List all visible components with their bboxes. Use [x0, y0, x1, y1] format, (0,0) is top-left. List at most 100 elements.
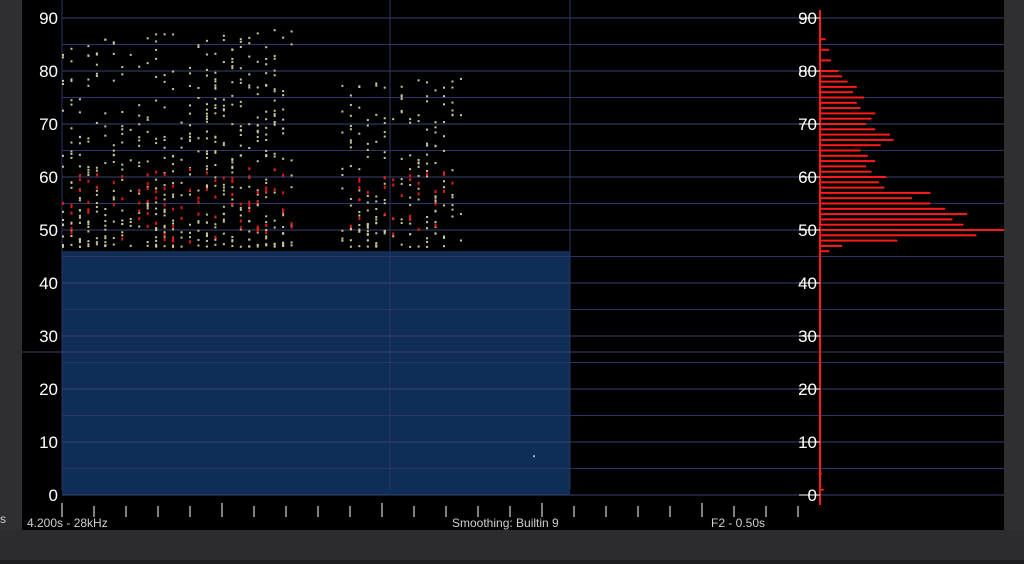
- y-tick-label-left: 80: [39, 62, 58, 81]
- scatter-point: [383, 202, 386, 205]
- scatter-point: [205, 53, 208, 56]
- scatter-point: [189, 124, 191, 127]
- scatter-point: [273, 88, 276, 91]
- scatter-point: [383, 122, 386, 125]
- scatter-point: [121, 231, 124, 234]
- scatter-point: [138, 225, 141, 228]
- time-range-label: 4.200s - 28kHz: [27, 516, 108, 530]
- scatter-point: [172, 245, 175, 248]
- scatter-point: [256, 60, 259, 63]
- scatter-point: [121, 66, 124, 69]
- scatter-point: [451, 208, 454, 211]
- selection-region[interactable]: [62, 251, 570, 495]
- scatter-point: [214, 112, 217, 115]
- histogram-bar: [820, 176, 887, 178]
- scatter-point: [434, 195, 437, 198]
- scatter-point: [417, 120, 420, 123]
- scatter-point-hot: [172, 184, 175, 188]
- scatter-point: [375, 200, 378, 203]
- scatter-point-hot: [205, 187, 208, 191]
- scatter-point-hot: [282, 208, 285, 212]
- scatter-point: [197, 96, 200, 99]
- scatter-point: [256, 135, 259, 138]
- scatter-point: [426, 128, 429, 131]
- scatter-point: [70, 99, 73, 102]
- scatter-point: [222, 220, 225, 223]
- scatter-point: [383, 86, 386, 89]
- scatter-point: [341, 174, 344, 177]
- scatter-point: [112, 42, 115, 45]
- selection-layer[interactable]: [62, 251, 570, 495]
- scatter-point: [256, 129, 259, 132]
- scatter-point: [349, 239, 352, 242]
- scatter-point-hot: [214, 215, 217, 219]
- scatter-point: [121, 125, 124, 128]
- scatter-point: [104, 134, 107, 137]
- scatter-point: [205, 115, 208, 118]
- scatter-point: [163, 80, 166, 83]
- scatter-point: [70, 222, 73, 225]
- scatter-point: [400, 157, 403, 160]
- bottom-toolbar: [0, 530, 1024, 564]
- scatter-point: [214, 184, 217, 187]
- scatter-point: [78, 221, 81, 224]
- scatter-point: [392, 118, 395, 121]
- scatter-point-hot: [172, 224, 175, 228]
- scatter-point-hot: [163, 173, 166, 177]
- scatter-point: [434, 210, 437, 213]
- histogram-bar: [820, 234, 977, 237]
- scatter-point: [282, 226, 285, 229]
- scatter-point: [163, 210, 166, 213]
- scatter-point: [222, 193, 225, 196]
- scatter-point: [282, 242, 285, 245]
- scatter-point: [205, 68, 208, 71]
- histogram-bar: [820, 472, 822, 475]
- scatter-point: [95, 205, 98, 208]
- histogram-bar: [820, 138, 894, 141]
- scatter-point: [146, 116, 149, 119]
- scatter-point: [248, 73, 251, 76]
- scatter-point: [155, 75, 158, 78]
- scatter-point: [189, 84, 191, 87]
- scatter-point: [409, 245, 412, 248]
- scatter-point: [256, 124, 259, 127]
- scatter-point: [205, 165, 208, 168]
- scatter-point: [70, 186, 73, 189]
- scatter-point: [214, 84, 217, 87]
- scatter-point: [146, 205, 149, 208]
- histogram-bar: [820, 75, 843, 78]
- scatter-point: [222, 213, 225, 216]
- scatter-point: [239, 144, 242, 147]
- scatter-point: [205, 168, 208, 171]
- histogram-bar: [820, 144, 881, 147]
- scatter-point: [282, 132, 285, 135]
- scatter-point: [451, 169, 454, 172]
- spectrogram-canvas[interactable]: 0 10 20 30 40 50 60 70 80 90 0 10 20 30 40 50 60 70 80 90 4…: [22, 0, 1004, 530]
- scatter-point: [87, 226, 90, 229]
- scatter-point: [155, 239, 158, 242]
- scatter-point: [273, 99, 276, 102]
- scatter-point: [197, 229, 200, 232]
- scatter-point: [104, 38, 107, 41]
- histogram-bar: [820, 160, 876, 163]
- scatter-point: [265, 181, 268, 184]
- scatter-point-hot: [434, 223, 437, 227]
- scatter-point: [366, 201, 369, 204]
- histogram-bar: [820, 101, 857, 104]
- scatter-point: [155, 236, 158, 239]
- scatter-point: [95, 63, 98, 66]
- scatter-point: [197, 221, 200, 224]
- scatter-point: [231, 103, 234, 106]
- scatter-point-hot: [256, 229, 259, 233]
- scatter-point: [290, 241, 293, 244]
- scatter-point: [239, 134, 242, 137]
- scatter-point: [222, 61, 225, 64]
- scatter-point: [273, 113, 276, 116]
- scatter-point: [451, 109, 454, 112]
- scatter-point: [180, 137, 183, 140]
- scatter-point: [366, 209, 369, 212]
- scatter-point: [366, 233, 369, 236]
- scatter-point-hot: [282, 209, 285, 213]
- scatter-point: [95, 52, 98, 55]
